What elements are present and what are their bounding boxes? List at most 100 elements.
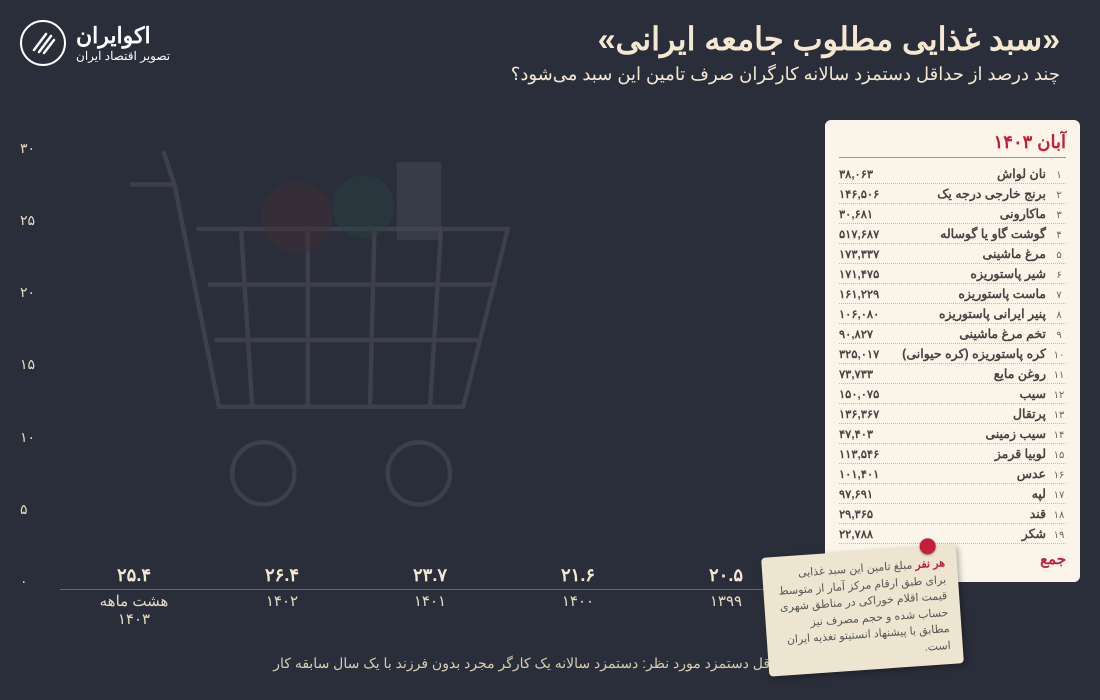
y-tick: ۱۰ [20,429,50,446]
item-name: شکر [1022,526,1046,541]
item-name: کره پاستوریزه (کره حیوانی) [902,346,1046,361]
item-price: ۵۱۷,۶۸۷ [839,227,879,241]
item-row: ۱۸قند۲۹,۳۶۵ [839,504,1066,524]
item-price: ۱۷۳,۳۳۷ [839,247,879,261]
bar-chart: ۰۵۱۰۱۵۲۰۲۵۳۰ ۲۰.۵۲۱.۶۲۳.۷۲۶.۴۲۵.۴ ۱۳۹۹۱۴… [50,140,800,620]
item-index: ۴ [1052,230,1066,241]
item-name: لوبیا قرمز [995,446,1046,461]
per-person-highlight: هر نفر [915,557,945,571]
item-index: ۷ [1052,290,1066,301]
y-tick: ۲۰ [20,284,50,301]
x-label: ۱۴۰۰ [533,592,623,620]
item-row: ۱۳ پرتقال ۱۳۶,۳۶۷ [839,404,1066,424]
y-tick: ۳۰ [20,140,50,157]
item-name: سیب زمینی [985,426,1046,441]
item-name: مرغ ماشینی [983,246,1046,261]
item-name: گوشت گاو یا گوساله [940,226,1046,241]
item-price: ۱۰۶,۰۸۰ [839,307,879,321]
item-row: ۱۰ کره پاستوریزه (کره حیوانی) ۳۲۵,۰۱۷ [839,344,1066,364]
item-index: ۱۶ [1052,470,1066,481]
item-index: ۱۰ [1052,350,1066,361]
item-row: ۳ ماکارونی ۳۰,۶۸۱ [839,204,1066,224]
item-name: روغن مایع [994,366,1046,381]
item-index: ۱۸ [1052,510,1066,521]
item-name: برنج خارجی درجه یک [937,186,1046,201]
item-row: ۱۱روغن مایع۷۳,۷۳۳ [839,364,1066,384]
item-price: ۱۵۰,۰۷۵ [839,387,879,401]
x-label: ۱۳۹۹ [681,592,771,620]
total-label: جمع [1040,550,1066,570]
item-name: ماست پاستوریزه [958,286,1046,301]
item-row: ۹ تخم مرغ ماشینی ۹۰,۸۲۷ [839,324,1066,344]
bar-value-label: ۲۵.۴ [89,565,179,586]
x-label: هشت ماهه ۱۴۰۳ [89,592,179,620]
item-row: ۱۲ سیب ۱۵۰,۰۷۵ [839,384,1066,404]
item-name: نان لواش [997,166,1046,181]
item-name: قند [1030,506,1046,521]
item-row: ۱۴سیب زمینی۴۷,۴۰۳ [839,424,1066,444]
item-price: ۱۱۳,۵۴۶ [839,447,879,461]
item-price: ۳۲۵,۰۱۷ [839,347,879,361]
item-name: شیر پاستوریزه [970,266,1046,281]
item-row: ۱۵ لوبیا قرمز ۱۱۳,۵۴۶ [839,444,1066,464]
item-index: ۱ [1052,170,1066,181]
bar-value-label: ۲۰.۵ [681,565,771,586]
bar-value-label: ۲۶.۴ [237,565,327,586]
header: «سبد غذایی مطلوب جامعه ایرانی» چند درصد … [511,20,1060,85]
item-price: ۱۰۱,۴۰۱ [839,467,879,481]
page-title: «سبد غذایی مطلوب جامعه ایرانی» [511,20,1060,58]
item-row: ۱۷لپه۹۷,۶۹۱ [839,484,1066,504]
item-index: ۸ [1052,310,1066,321]
item-price: ۳۸,۰۶۳ [839,167,873,181]
y-tick: ۵ [20,501,50,518]
note-box: هر نفر مبلغ تامین این سبد غذایی برای طبق… [761,544,964,676]
y-tick: ۱۵ [20,356,50,373]
logo-icon [20,20,66,66]
item-index: ۳ [1052,210,1066,221]
item-row: ۶شیر پاستوریزه۱۷۱,۴۷۵ [839,264,1066,284]
item-row: ۲برنج خارجی درجه یک۱۴۶,۵۰۶ [839,184,1066,204]
chart-footnote: حداقل دستمزد مورد نظر: دستمزد سالانه یک … [273,655,790,672]
item-price: ۱۳۶,۳۶۷ [839,407,879,421]
item-price: ۹۷,۶۹۱ [839,487,873,501]
item-name: تخم مرغ ماشینی [959,326,1046,341]
price-panel: آبان ۱۴۰۳ ۱نان لواش۳۸,۰۶۳۲برنج خارجی درج… [825,120,1080,582]
item-name: سیب [1019,386,1046,401]
item-price: ۳۰,۶۸۱ [839,207,873,221]
item-price: ۹۰,۸۲۷ [839,327,873,341]
item-name: پرتقال [1013,406,1046,421]
panel-title: آبان ۱۴۰۳ [839,132,1066,158]
item-row: ۱۶عدس۱۰۱,۴۰۱ [839,464,1066,484]
x-label: ۱۴۰۱ [385,592,475,620]
item-index: ۱۱ [1052,370,1066,381]
item-index: ۱۹ [1052,530,1066,541]
item-price: ۱۷۱,۴۷۵ [839,267,879,281]
item-row: ۷ ماست پاستوریزه ۱۶۱,۲۲۹ [839,284,1066,304]
item-index: ۱۵ [1052,450,1066,461]
item-price: ۲۲,۷۸۸ [839,527,873,541]
item-price: ۱۶۱,۲۲۹ [839,287,879,301]
item-index: ۱۳ [1052,410,1066,421]
bar-value-label: ۲۳.۷ [385,565,475,586]
item-index: ۱۷ [1052,490,1066,501]
item-price: ۱۴۶,۵۰۶ [839,187,879,201]
bars-container: ۲۰.۵ ۲۱.۶ ۲۳.۷ ۲۶.۴ ۲۵.۴ [60,140,800,590]
logo-name: اکوایران [76,23,170,49]
brand-logo: اکوایران تصویر اقتصاد ایران [20,20,170,66]
item-index: ۵ [1052,250,1066,261]
y-axis: ۰۵۱۰۱۵۲۰۲۵۳۰ [20,140,50,590]
items-list: ۱نان لواش۳۸,۰۶۳۲برنج خارجی درجه یک۱۴۶,۵۰… [839,164,1066,544]
logo-tagline: تصویر اقتصاد ایران [76,49,170,63]
item-price: ۴۷,۴۰۳ [839,427,873,441]
x-axis: ۱۳۹۹ ۱۴۰۰ ۱۴۰۱ ۱۴۰۲ هشت ماهه ۱۴۰۳ [60,592,800,620]
item-row: ۱۹ شکر ۲۲,۷۸۸ [839,524,1066,544]
item-index: ۹ [1052,330,1066,341]
item-name: ماکارونی [1000,206,1046,221]
item-name: پنیر ایرانی پاستوریزه [939,306,1046,321]
item-row: ۵ مرغ ماشینی ۱۷۳,۳۳۷ [839,244,1066,264]
x-label: ۱۴۰۲ [237,592,327,620]
bar-value-label: ۲۱.۶ [533,565,623,586]
page-subtitle: چند درصد از حداقل دستمزد سالانه کارگران … [511,64,1060,85]
note-text: مبلغ تامین این سبد غذایی برای طبق ارقام … [778,559,951,653]
item-index: ۱۲ [1052,390,1066,401]
